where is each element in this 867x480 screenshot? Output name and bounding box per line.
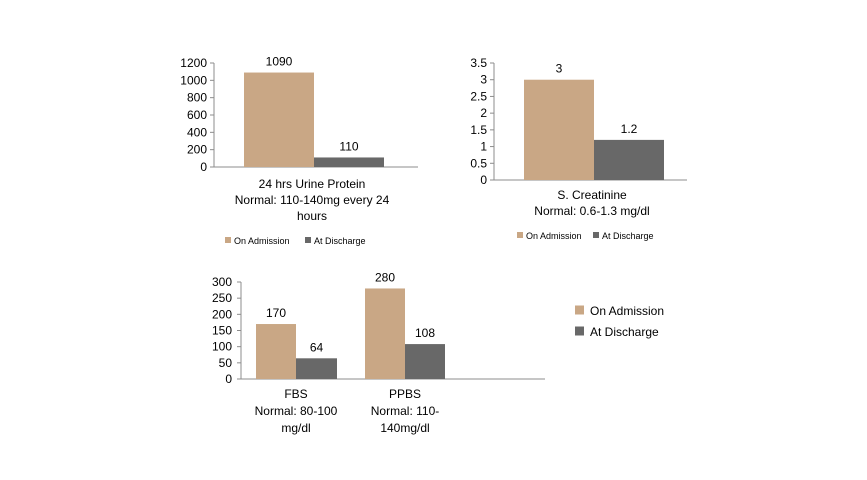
bar-on-admission <box>244 72 314 167</box>
y-tick-label: 150 <box>212 324 232 338</box>
data-label: 280 <box>375 270 395 284</box>
data-label: 170 <box>266 306 286 320</box>
category-label: FBS Normal: 80-100 mg/dl <box>255 387 338 435</box>
y-tick-label: 3 <box>480 73 487 87</box>
data-label: 1.2 <box>621 122 638 136</box>
bar-at-discharge <box>314 157 384 167</box>
y-tick-label: 1.5 <box>470 123 487 137</box>
y-tick-label: 600 <box>187 108 207 122</box>
data-label: 3 <box>556 62 563 76</box>
legend-label: On Admission <box>234 236 290 246</box>
bar-at-discharge <box>296 358 337 379</box>
y-tick-label: 1200 <box>180 56 207 70</box>
y-tick-label: 200 <box>187 143 207 157</box>
y-tick-label: 200 <box>212 307 232 321</box>
data-label: 108 <box>415 326 435 340</box>
legend-swatch <box>575 305 584 315</box>
legend: On Admission At Discharge <box>517 231 654 241</box>
category-label: 24 hrs Urine Protein Normal: 110-140mg ev… <box>235 177 390 223</box>
legend-label: At Discharge <box>602 231 654 241</box>
y-tick-label: 100 <box>212 340 232 354</box>
chart-3: 0 50 100 150 200 250 300 170 64 FBS Normal: 80-100… <box>212 270 664 435</box>
legend-label: At Discharge <box>590 325 659 339</box>
y-tick-label: 50 <box>219 356 233 370</box>
y-tick-label: 3.5 <box>470 56 487 70</box>
y-tick-label: 1000 <box>180 73 207 87</box>
legend-label: At Discharge <box>314 236 366 246</box>
y-tick-label: 0 <box>225 372 232 386</box>
category-label: PPBS Normal: 110-140mg/dl <box>371 387 439 435</box>
bar-on-admission <box>256 324 296 379</box>
data-label: 1090 <box>266 55 293 69</box>
y-tick-label: 2.5 <box>470 89 487 103</box>
y-tick-label: 0.5 <box>470 156 487 170</box>
legend-swatch <box>593 232 599 238</box>
chart-1: 0 200 400 600 800 1000 1200 1090 110 24 hrs Urine… <box>180 55 418 246</box>
data-label: 110 <box>339 139 358 153</box>
y-tick-label: 0 <box>200 160 207 174</box>
bar-on-admission <box>365 288 405 379</box>
bar-at-discharge <box>594 139 664 180</box>
legend: On Admission At Discharge <box>575 304 664 339</box>
y-tick-label: 0 <box>480 173 487 187</box>
chart-2: 0 0.5 1 1.5 2 2.5 3 3.5 3 1.2 S. Creatinine Normal:… <box>470 56 687 241</box>
bar-at-discharge <box>405 344 445 379</box>
category-label: S. Creatinine Normal: 0.6-1.3 mg/dl <box>534 188 649 218</box>
legend-label: On Admission <box>590 304 664 318</box>
y-tick-label: 250 <box>212 291 232 305</box>
legend-swatch <box>305 237 311 243</box>
legend-swatch <box>575 326 584 336</box>
bar-on-admission <box>524 79 594 180</box>
legend-label: On Admission <box>526 231 582 241</box>
legend: On Admission At Discharge <box>225 236 366 246</box>
y-tick-label: 300 <box>212 275 232 289</box>
legend-swatch <box>517 232 523 238</box>
y-tick-label: 1 <box>480 140 487 154</box>
data-label: 64 <box>310 340 324 354</box>
legend-swatch <box>225 237 231 243</box>
y-tick-label: 2 <box>480 106 487 120</box>
y-tick-label: 400 <box>187 125 207 139</box>
y-tick-label: 800 <box>187 91 207 105</box>
